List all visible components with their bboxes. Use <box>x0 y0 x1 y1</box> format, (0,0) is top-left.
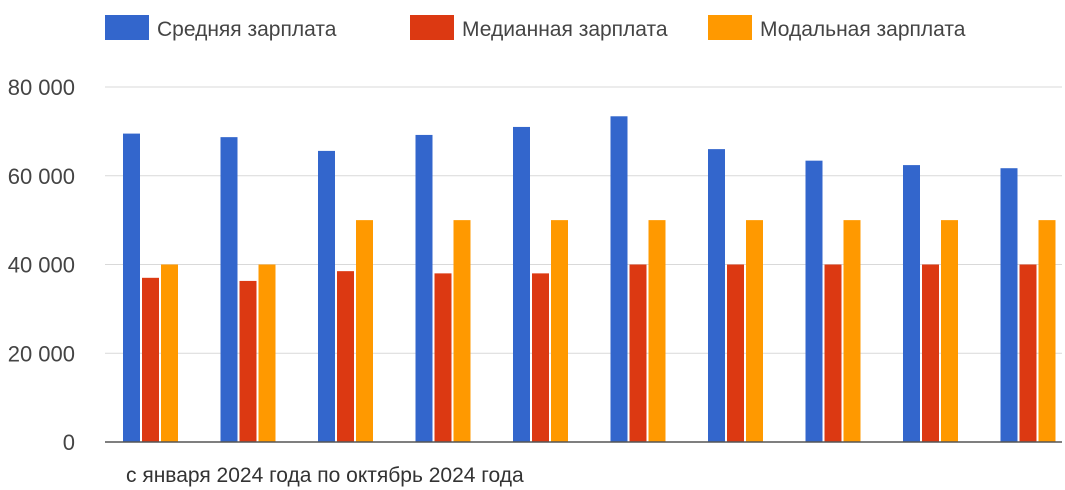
legend-label: Модальная зарплата <box>760 18 966 41</box>
bar-mode-salary <box>258 264 276 442</box>
y-tick-label: 60 000 <box>8 164 75 189</box>
bar-average-salary <box>513 126 530 442</box>
bar-median-salary <box>629 264 647 442</box>
bar-median-salary <box>142 277 159 442</box>
bar-group <box>805 160 861 442</box>
y-tick-label: 20 000 <box>8 341 75 366</box>
bar-group <box>318 150 373 442</box>
bar-median-salary <box>532 273 549 442</box>
legend-swatch <box>708 15 752 40</box>
bar-group <box>220 137 276 443</box>
bar-group <box>123 133 178 442</box>
bar-average-salary <box>903 165 920 442</box>
bar-median-salary <box>1019 264 1037 442</box>
bar-average-salary <box>220 137 238 443</box>
x-axis-label: с января 2024 года по октябрь 2024 года <box>126 464 524 487</box>
bar-median-salary <box>727 264 744 442</box>
bar-group <box>610 116 666 442</box>
bar-average-salary <box>318 150 335 442</box>
bar-mode-salary <box>843 220 861 442</box>
legend-swatch <box>410 15 454 40</box>
bar-average-salary <box>805 160 823 442</box>
bar-median-salary <box>824 264 842 442</box>
legend-label: Средняя зарплата <box>157 18 337 41</box>
bar-median-salary <box>434 273 452 442</box>
legend-item: Медианная зарплата <box>410 15 668 41</box>
bar-mode-salary <box>1038 220 1056 442</box>
bar-group <box>513 126 568 442</box>
bar-mode-salary <box>746 220 763 442</box>
bar-average-salary <box>415 134 433 443</box>
bar-average-salary <box>123 133 140 442</box>
bar-mode-salary <box>453 220 471 442</box>
bar-group <box>708 149 763 442</box>
y-tick-label: 0 <box>63 430 75 455</box>
bar-average-salary <box>610 116 628 442</box>
legend-label: Медианная зарплата <box>462 18 668 41</box>
chart-legend: Средняя зарплата Медианная зарплата Модаль… <box>105 15 966 41</box>
legend-swatch <box>105 15 149 40</box>
bar-group <box>1000 168 1056 443</box>
bar-median-salary <box>922 264 939 442</box>
bar-mode-salary <box>648 220 666 442</box>
bar-median-salary <box>239 280 257 442</box>
chart-bars <box>123 116 1056 443</box>
legend-item: Средняя зарплата <box>105 15 337 41</box>
bar-mode-salary <box>161 264 178 442</box>
y-tick-label: 80 000 <box>8 75 75 100</box>
bar-average-salary <box>708 149 725 442</box>
bar-median-salary <box>337 271 354 442</box>
y-tick-label: 40 000 <box>8 253 75 278</box>
y-axis-tick-labels: 0 20 000 40 000 60 000 80 000 <box>8 75 75 455</box>
legend-item: Модальная зарплата <box>708 15 966 41</box>
bar-average-salary <box>1000 168 1018 443</box>
bar-group <box>903 165 958 442</box>
bar-mode-salary <box>551 220 568 442</box>
bar-mode-salary <box>356 220 373 442</box>
bar-group <box>415 134 471 443</box>
bar-mode-salary <box>941 220 958 442</box>
